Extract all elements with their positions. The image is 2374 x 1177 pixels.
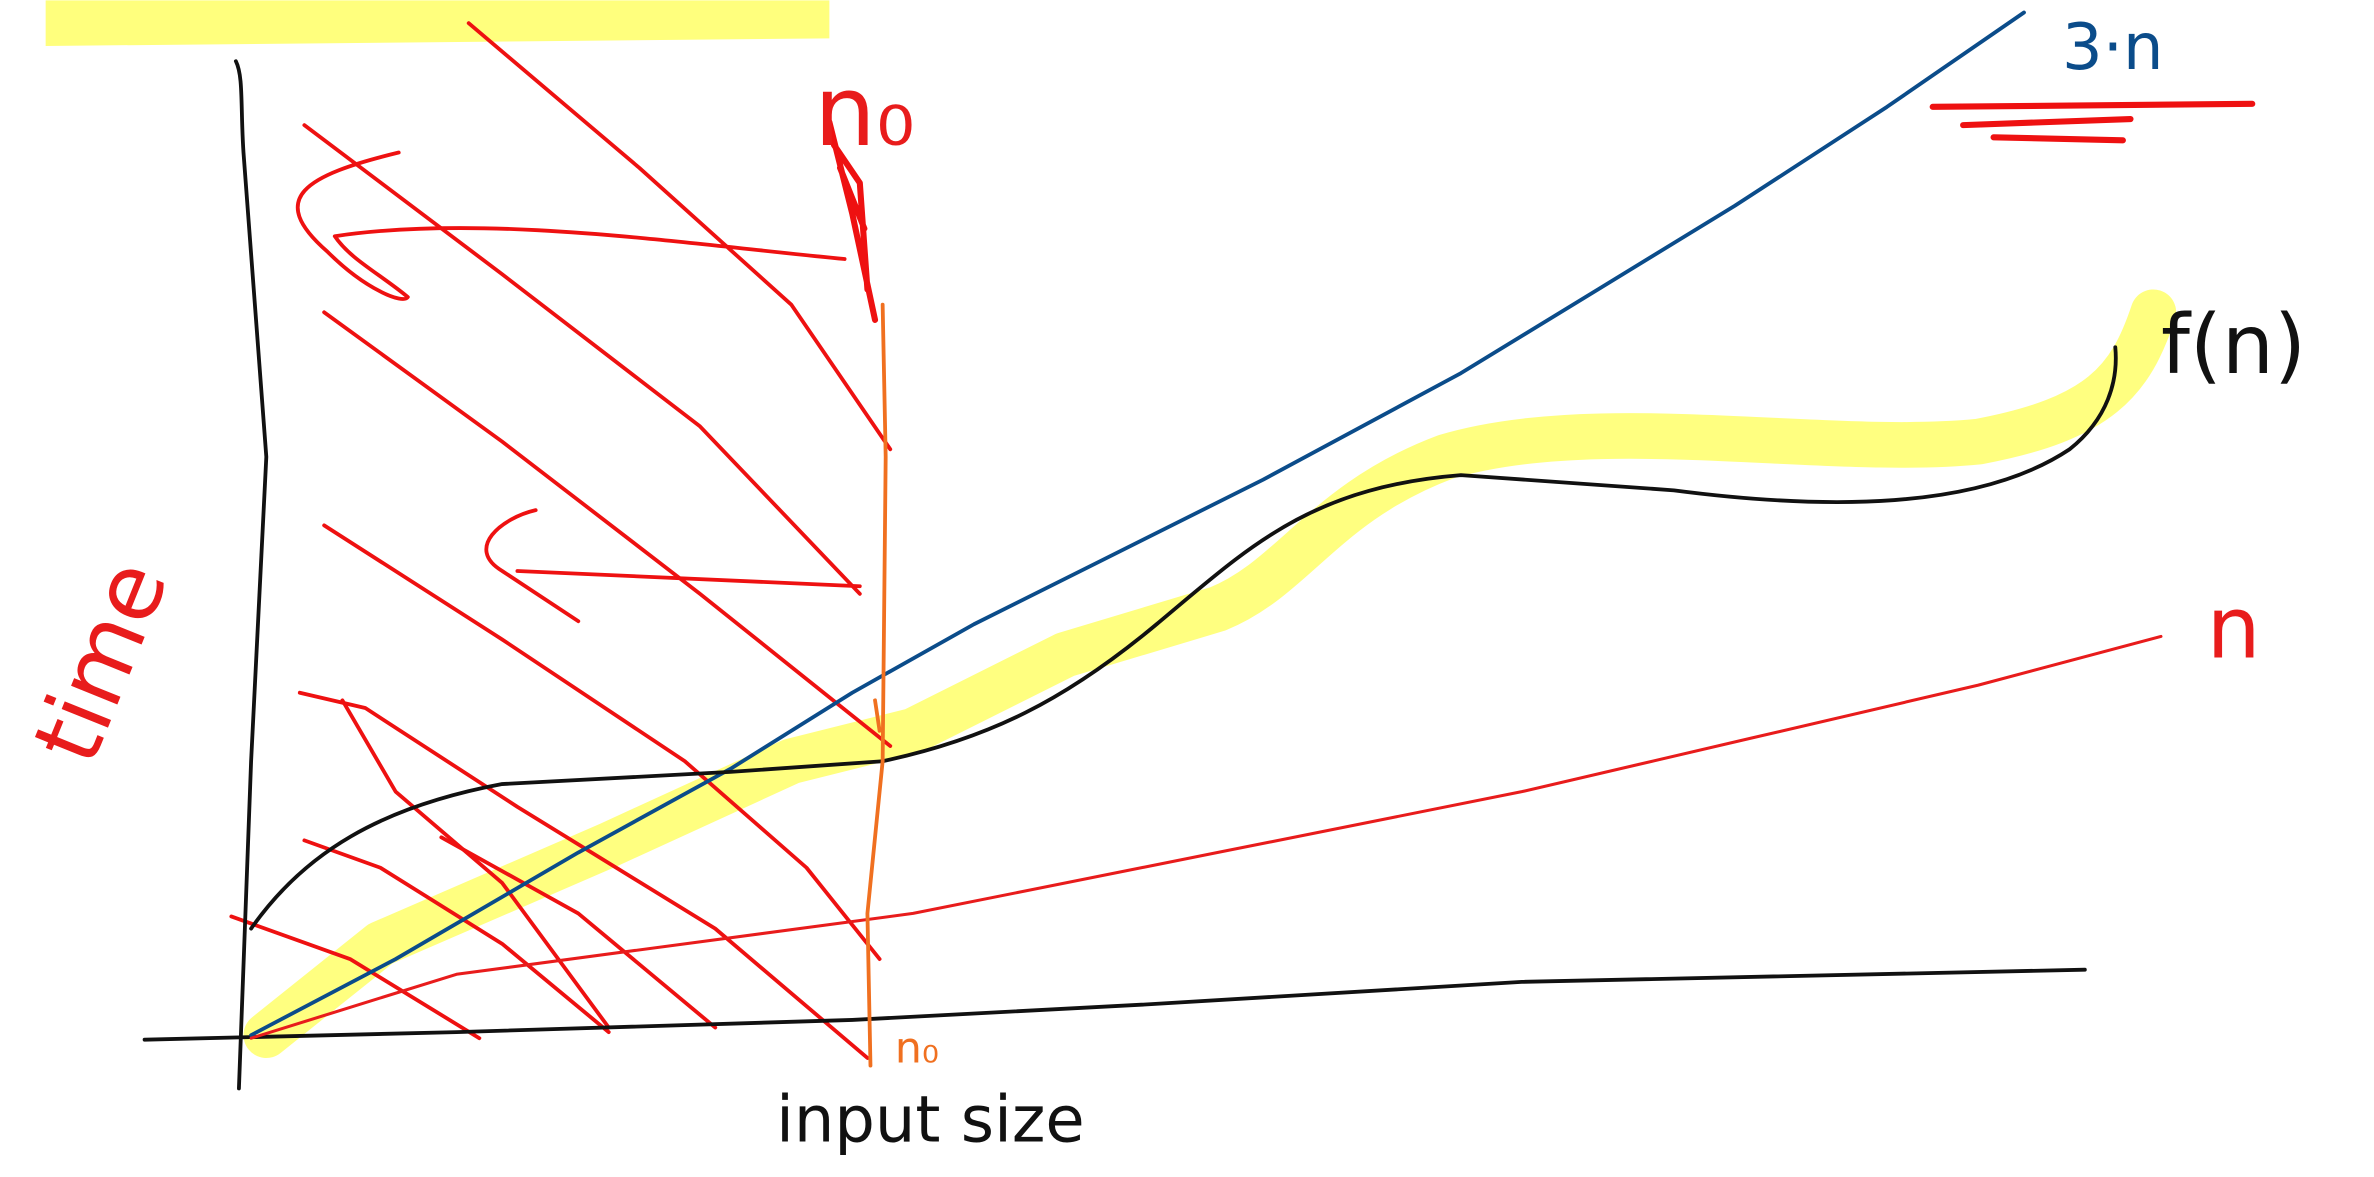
curve-3n	[249, 10, 2026, 1038]
hatching	[229, 21, 2256, 1060]
highlight-curve	[243, 289, 2177, 1058]
hatch-scribble	[295, 150, 847, 301]
hatch-line	[302, 838, 611, 1035]
hatch-line	[466, 21, 893, 452]
curve-fn	[249, 345, 2118, 931]
n0-line	[865, 302, 888, 1068]
x-axis	[142, 967, 2087, 1042]
hatch-scribble	[484, 508, 862, 624]
hatch-line	[340, 698, 611, 1030]
scribble	[826, 119, 879, 323]
hatch-line	[229, 914, 482, 1041]
label-n0-bottom: n₀	[895, 1024, 939, 1074]
hatch-line	[439, 835, 718, 1030]
y-axis	[233, 59, 269, 1091]
hatch-line	[322, 523, 882, 961]
curve-n	[249, 634, 2163, 1040]
highlight-top	[45, 0, 830, 46]
x-axis-label: input size	[776, 1084, 1085, 1158]
hatch-line	[322, 310, 893, 748]
label-fn: f(n)	[2161, 298, 2306, 393]
label-n0-top: n₀	[814, 55, 915, 168]
label-3n: 3·n	[2062, 11, 2163, 85]
hatch-line	[302, 123, 862, 596]
strike	[1929, 100, 2256, 144]
label-n: n	[2207, 580, 2261, 679]
y-axis-label: time	[12, 546, 188, 777]
